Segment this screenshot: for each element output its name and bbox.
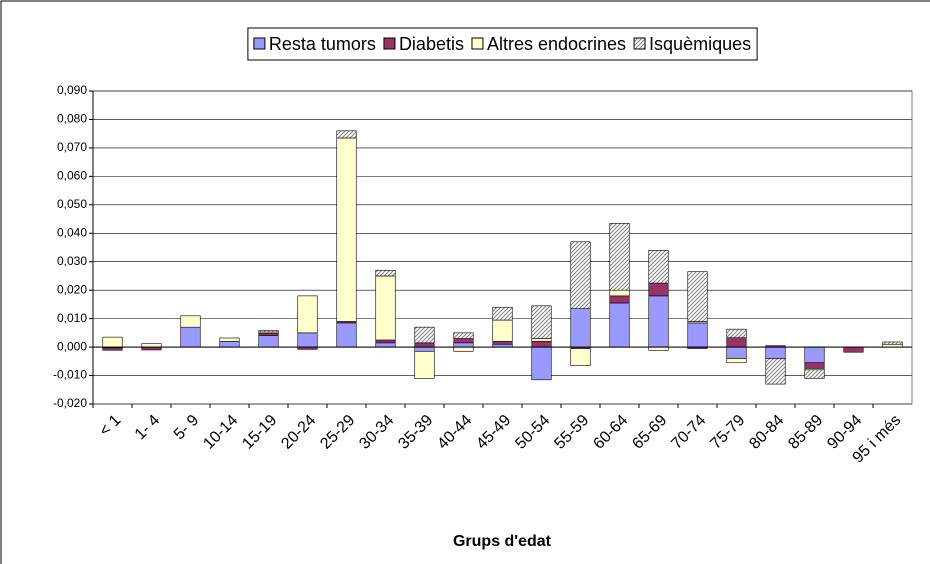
bar-segment [687,271,708,322]
legend-label: Altres endocrines [487,34,626,54]
bar-segment [375,275,396,341]
legend-swatch [471,37,484,50]
legend-label: Diabetis [399,34,464,54]
bar-segment [882,341,903,345]
bar-segment [375,342,396,348]
bar-segment [843,346,864,353]
bar-segment [531,346,552,381]
bar-segment [531,338,552,342]
bar-segment [297,295,318,334]
bar-segment [258,333,279,337]
bar-segment [726,358,747,364]
bar-segment [180,326,201,348]
bar-segment [336,130,357,139]
legend-label: Isquèmiques [649,34,751,54]
plot-area [92,90,913,405]
legend-swatch [383,37,396,50]
y-tick-label: 0,040 [57,225,87,239]
bar-segment [180,315,201,328]
bar-segment [219,337,240,342]
y-tick-label: 0,020 [57,282,87,296]
bar-segment [453,338,474,344]
legend-swatch [633,37,646,50]
bar-segment [609,289,630,297]
bar-segment [804,346,825,364]
y-tick-label: 0,060 [57,169,87,183]
bar-segment [726,337,747,348]
bar-segment [453,332,474,339]
bar-segment [219,341,240,348]
bar-segment [297,332,318,348]
bar-segment [648,250,669,284]
y-tick-label: -0,010 [53,368,87,382]
y-tick-label: 0,080 [57,112,87,126]
bar-segment [531,305,552,339]
x-axis-label: Grups d'edat [453,533,552,550]
bar-segment [648,282,669,297]
bar-segment [336,137,357,322]
bar-segment [102,336,123,348]
bar-segment [258,335,279,348]
legend: Resta tumors Diabetis Altres endocrines Isq… [247,27,758,61]
bar-segment [765,358,786,385]
bar-segment [141,343,162,348]
y-tick-label: 0,030 [57,254,87,268]
bar-segment [804,369,825,379]
bar-segment [453,342,474,348]
legend-label: Resta tumors [269,34,376,54]
bar-segment [336,322,357,348]
bar-segment [765,346,786,359]
bar-segment [102,347,123,351]
legend-box [247,27,758,61]
bar-segment [726,328,747,339]
bar-segment [648,346,669,351]
bar-segment [414,342,435,348]
y-tick-label: 0,050 [57,197,87,211]
bar-segment [570,308,591,348]
legend-swatch [253,37,266,50]
bar-segment [609,223,630,291]
bar-segment [492,341,513,345]
bar-segment [414,326,435,344]
bar-segment [570,241,591,309]
bar-segment [726,346,747,359]
bar-segment [414,351,435,379]
bar-segment [375,339,396,344]
bar-segment [453,346,474,352]
bar-segment [375,269,396,277]
bar-segment [531,341,552,348]
bar-segment [687,322,708,348]
bar-segment [609,302,630,348]
y-tick-label: 0,000 [57,339,87,353]
bar-segment [648,295,669,348]
y-tick-label: 0,070 [57,140,87,154]
bar-segment [804,362,825,369]
y-tick-label: 0,010 [57,311,87,325]
y-tick-label: 0,090 [57,83,87,97]
bar-segment [492,306,513,321]
bar-segment [258,330,279,333]
bar-segment [414,346,435,352]
bar-segment [570,348,591,366]
bar-segment [609,295,630,304]
bar-segment [492,319,513,342]
y-tick-label: -0,020 [53,396,87,410]
